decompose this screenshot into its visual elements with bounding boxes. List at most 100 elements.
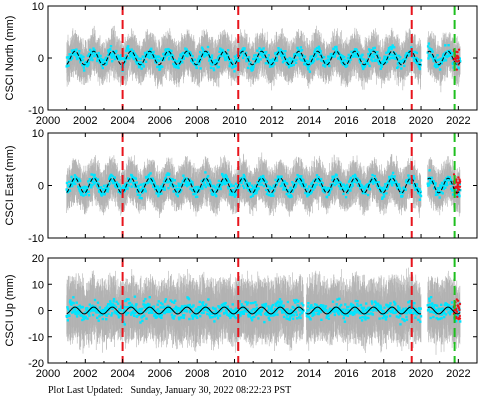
data-point: [361, 53, 364, 56]
data-point: [110, 54, 113, 57]
data-point: [312, 57, 315, 60]
data-point: [150, 51, 154, 54]
data-point: [193, 190, 197, 193]
data-point: [280, 54, 283, 57]
data-point: [395, 54, 398, 57]
data-point: [161, 65, 164, 68]
data-point: [452, 66, 455, 69]
data-point: [110, 173, 113, 177]
data-point: [202, 51, 206, 54]
data-point: [450, 57, 454, 60]
data-point: [90, 56, 93, 60]
data-point: [403, 64, 406, 68]
data-point: [113, 184, 117, 188]
data-point: [79, 191, 82, 194]
data-point: [397, 65, 400, 68]
data-point: [156, 185, 159, 188]
x-tick-label: 2018: [371, 115, 395, 127]
data-point: [191, 181, 194, 184]
data-point: [155, 186, 158, 190]
data-point: [372, 56, 376, 59]
data-point: [265, 50, 268, 54]
data-point: [202, 181, 205, 185]
data-point: [348, 61, 351, 64]
data-point: [210, 54, 214, 57]
data-point: [157, 187, 160, 190]
data-point: [199, 55, 203, 58]
data-point: [78, 49, 81, 53]
data-point: [202, 49, 205, 52]
data-point: [102, 188, 105, 191]
data-point: [374, 52, 378, 56]
data-point: [427, 57, 430, 60]
data-point: [394, 52, 397, 55]
data-point: [124, 54, 128, 57]
data-point: [168, 172, 171, 176]
data-point: [113, 176, 116, 179]
data-point: [295, 58, 298, 61]
data-point: [438, 63, 441, 67]
data-point: [72, 49, 76, 52]
data-point: [153, 181, 156, 185]
data-point: [247, 56, 251, 59]
data-point: [97, 58, 100, 61]
data-point: [159, 67, 162, 70]
data-point: [199, 50, 202, 54]
data-point: [162, 52, 165, 56]
data-point: [69, 58, 72, 61]
data-point: [281, 61, 285, 64]
data-point: [69, 184, 72, 188]
data-point: [122, 185, 125, 188]
data-point: [353, 53, 356, 56]
data-point: [88, 52, 91, 55]
data-point: [112, 53, 116, 56]
data-point: [180, 189, 183, 192]
data-point: [369, 51, 372, 54]
data-point: [407, 54, 410, 57]
data-point: [91, 183, 94, 187]
data-point: [459, 60, 462, 63]
data-point: [102, 184, 106, 188]
data-point: [196, 195, 199, 198]
data-point: [79, 186, 82, 190]
y-axis-label: CSCI North (mm): [4, 16, 16, 101]
data-point: [331, 55, 335, 58]
data-point: [426, 45, 430, 48]
data-point: [93, 49, 96, 52]
data-point: [166, 172, 169, 175]
data-point: [74, 52, 78, 55]
data-point: [112, 179, 115, 182]
data-point: [105, 186, 109, 189]
data-point: [384, 56, 388, 59]
data-point: [66, 56, 70, 59]
data-point: [147, 55, 151, 58]
data-point: [327, 55, 330, 58]
data-point: [78, 189, 81, 192]
data-point: [130, 54, 133, 58]
data-point: [191, 189, 195, 193]
data-point: [89, 55, 92, 58]
data-point: [99, 191, 102, 194]
data-point: [228, 65, 231, 68]
data-point: [306, 65, 309, 68]
data-point: [184, 47, 187, 50]
data-point: [151, 177, 154, 181]
data-point: [317, 57, 320, 60]
data-point: [271, 65, 274, 68]
data-point: [160, 192, 163, 195]
data-point: [111, 52, 114, 55]
data-point: [443, 52, 446, 56]
data-point: [90, 186, 93, 189]
data-point: [167, 187, 170, 190]
data-point: [390, 48, 393, 51]
data-point: [387, 50, 390, 54]
data-point: [197, 57, 200, 60]
y-tick-label: 10: [32, 1, 44, 13]
data-point: [415, 51, 419, 55]
data-point: [166, 51, 169, 54]
data-point: [165, 173, 168, 177]
data-point: [434, 63, 437, 66]
data-point: [239, 52, 242, 55]
data-point: [252, 57, 255, 61]
